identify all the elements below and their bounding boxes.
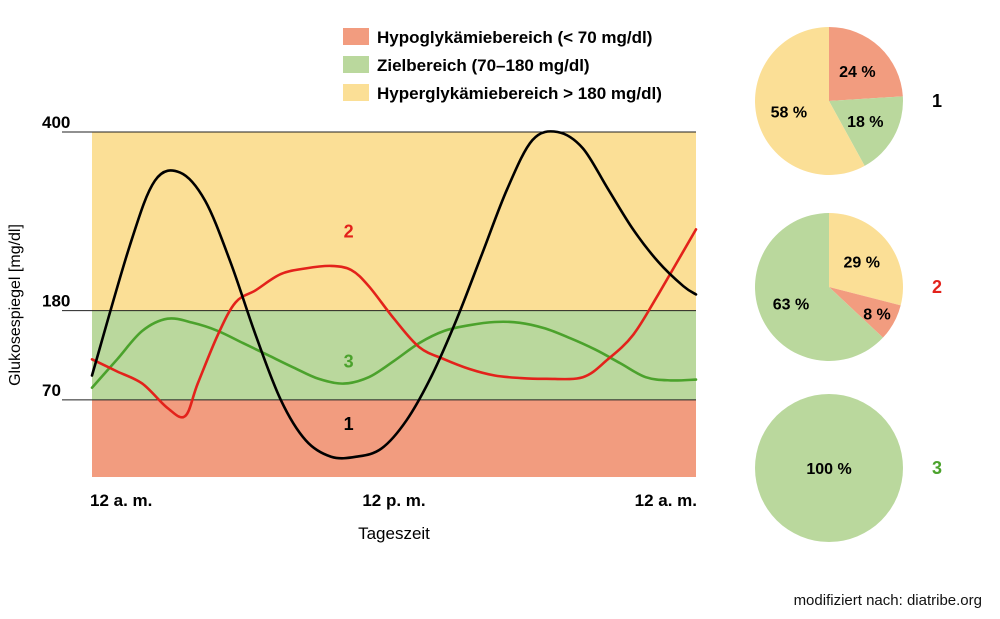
legend-label-2: Hyperglykämiebereich > 180 mg/dl)	[377, 84, 662, 103]
series-label-1: 1	[344, 414, 354, 434]
pie-slice-2-2	[754, 213, 883, 361]
series-label-2: 2	[344, 222, 354, 242]
x-tick-label: 12 p. m.	[362, 491, 425, 510]
y-tick-label: 180	[42, 292, 70, 311]
pie-slice-1-1	[829, 96, 903, 166]
pie-slice-1-0	[829, 27, 903, 101]
x-tick-label: 12 a. m.	[635, 491, 697, 510]
x-axis-title: Tageszeit	[358, 524, 430, 543]
pie-label-1-0: 24 %	[839, 64, 875, 81]
x-tick-label: 12 a. m.	[90, 491, 152, 510]
pie-label-2-0: 29 %	[843, 255, 879, 272]
y-tick-label: 70	[42, 381, 61, 400]
y-axis-title: Glukosespiegel [mg/dl]	[7, 224, 24, 386]
pie-label-1-1: 18 %	[847, 114, 883, 131]
legend-swatch-0	[343, 28, 369, 45]
pie-name-1: 1	[932, 91, 942, 111]
series-label-3: 3	[344, 351, 354, 371]
series-line-1	[90, 130, 698, 460]
legend-swatch-1	[343, 56, 369, 73]
pie-label-2-1: 8 %	[863, 306, 891, 323]
legend-swatch-2	[343, 84, 369, 101]
pie-label-3-0: 100 %	[806, 461, 851, 478]
pie-slice-2-0	[829, 213, 904, 306]
pie-name-3: 3	[932, 458, 942, 478]
source-note: modifiziert nach: diatribe.org	[793, 592, 982, 609]
y-tick-label: 400	[42, 113, 70, 132]
legend-label-0: Hypoglykämiebereich (< 70 mg/dl)	[377, 28, 652, 47]
pie-slice-3-0	[755, 394, 903, 542]
pie-label-2-2: 63 %	[773, 297, 809, 314]
pie-label-1-2: 58 %	[771, 104, 807, 121]
pie-slice-2-1	[829, 287, 901, 338]
series-line-3	[90, 317, 698, 389]
zone-band-1	[92, 310, 696, 400]
series-line-2	[90, 228, 698, 419]
zone-band-2	[92, 132, 696, 311]
legend-label-1: Zielbereich (70–180 mg/dl)	[377, 56, 590, 75]
pie-slice-1-2	[755, 27, 865, 176]
pie-name-2: 2	[932, 277, 942, 297]
